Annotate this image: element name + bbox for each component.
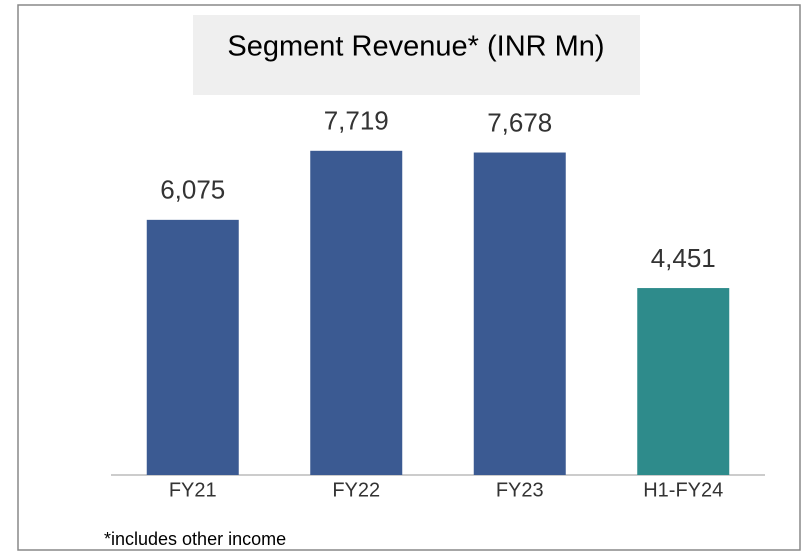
value-label: 7,719 [324, 106, 389, 136]
chart-title: Segment Revenue* (INR Mn) [227, 31, 604, 63]
x-tick-label: H1-FY24 [643, 479, 723, 501]
footnote: *includes other income [104, 529, 286, 549]
bar [637, 288, 730, 475]
x-tick-label: FY22 [332, 479, 380, 501]
value-label: 7,678 [487, 107, 552, 137]
bar [146, 219, 239, 475]
title-box [193, 15, 640, 95]
value-label: 4,451 [651, 243, 716, 273]
value-label: 6,075 [160, 175, 225, 205]
bar [310, 150, 403, 475]
x-tick-label: FY23 [496, 479, 544, 501]
x-tick-label: FY21 [169, 479, 217, 501]
bar [473, 152, 566, 476]
